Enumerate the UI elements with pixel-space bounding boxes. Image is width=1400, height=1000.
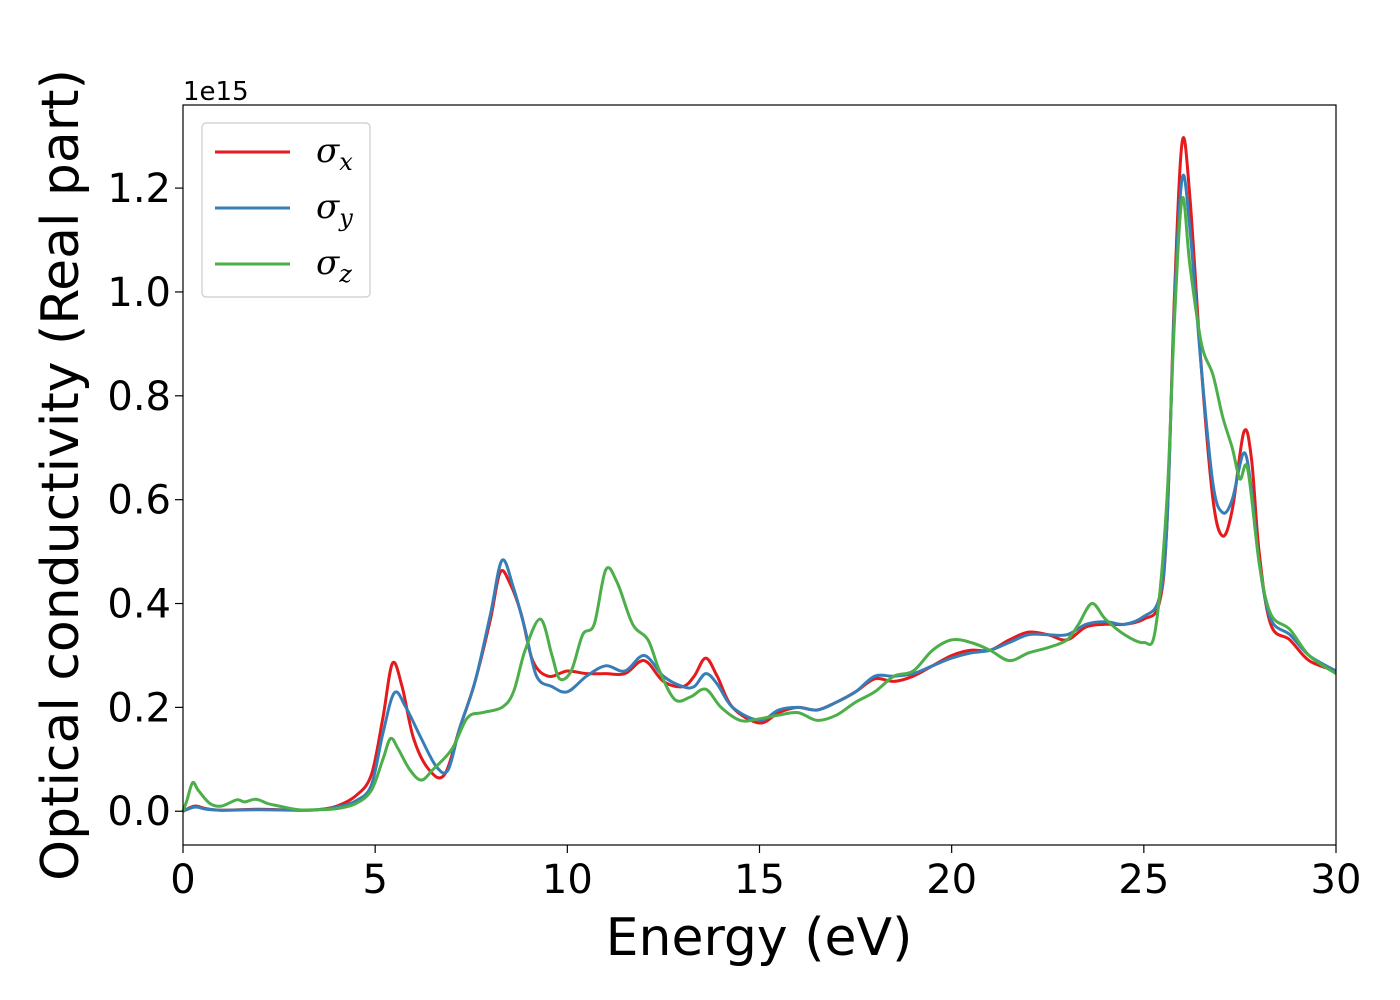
x-tick-label: 0 bbox=[170, 857, 195, 903]
series-layer bbox=[181, 136, 1337, 813]
x-tick-label: 30 bbox=[1311, 857, 1362, 903]
x-tick-label: 10 bbox=[542, 857, 593, 903]
y-tick-label: 0.6 bbox=[107, 478, 171, 524]
y-tick-label: 0.0 bbox=[107, 789, 171, 835]
x-tick-label: 5 bbox=[362, 857, 387, 903]
y-axis-ticks: 0.0 0.2 0.4 0.6 0.8 1.0 1.2 bbox=[107, 166, 183, 835]
y-tick-label: 0.8 bbox=[107, 374, 171, 420]
x-axis-ticks: 0 5 10 15 20 25 30 bbox=[170, 845, 1361, 903]
y-axis-title: Optical conductivity (Real part) bbox=[31, 69, 91, 881]
x-axis-title: Energy (eV) bbox=[606, 908, 913, 968]
y-tick-label: 0.4 bbox=[107, 582, 171, 628]
y-offset-label: 1e15 bbox=[183, 77, 249, 107]
legend-box bbox=[201, 122, 371, 298]
series-line-z bbox=[181, 196, 1337, 812]
x-tick-label: 25 bbox=[1118, 857, 1169, 903]
series-line-y bbox=[182, 173, 1337, 813]
x-tick-label: 20 bbox=[926, 857, 977, 903]
y-tick-label: 0.2 bbox=[107, 685, 171, 731]
y-tick-label: 1.0 bbox=[107, 270, 171, 316]
x-tick-label: 15 bbox=[734, 857, 785, 903]
y-tick-label: 1.2 bbox=[107, 166, 171, 212]
